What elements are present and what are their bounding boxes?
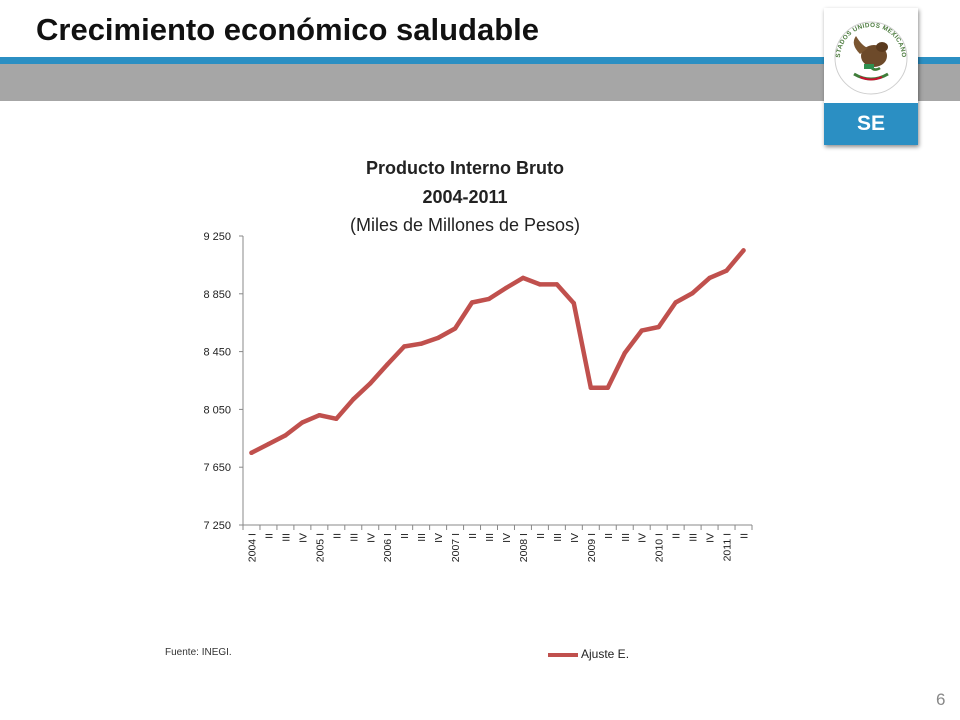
data-point [537,282,543,287]
se-logo-label: SE [824,103,918,145]
header-band-gray [0,64,960,101]
data-point [351,397,356,402]
data-point [503,285,509,291]
chart-title: Producto Interno Bruto [366,158,564,178]
data-point [741,248,746,253]
data-point [588,385,593,390]
x-tick-label: III [620,533,632,542]
chart-subtitle-years: 2004-2011 [422,187,508,207]
x-tick-label: III [552,533,564,542]
x-tick-label: II [467,533,479,539]
page-number: 6 [936,690,946,709]
data-point [452,326,458,331]
y-tick-label: 7 650 [203,462,231,474]
x-tick-label: II [739,533,751,539]
x-tick-label: 2005 I [314,533,326,562]
series-line-ajuste-e [249,248,746,456]
data-point [418,341,424,346]
data-point [402,344,407,349]
data-point [266,441,271,447]
x-tick-label: II [671,533,683,539]
data-point [639,328,644,333]
x-tick-label: 2007 I [450,533,462,562]
x-tick-label: III [280,533,292,542]
x-tick-label: III [688,533,700,542]
y-tick-label: 9 250 [203,231,231,243]
x-tick-label: III [416,533,428,542]
data-point [469,300,475,305]
x-tick-label: II [603,533,615,539]
x-tick-label: IV [569,533,581,543]
y-tick-label: 7 250 [203,520,231,532]
data-point [249,450,254,455]
data-point [486,296,492,302]
x-tick-label: IV [501,533,513,543]
x-tick-label: 2006 I [382,533,394,562]
data-point [656,324,661,330]
x-tick-label: 2009 I [586,533,598,562]
chart-subtitle-units: (Miles de Millones de Pesos) [349,215,581,235]
source-note: Fuente: INEGI. [165,647,232,658]
data-point [571,301,576,306]
x-tick-label: 2008 I [518,533,530,562]
data-point [605,385,610,390]
x-tick-label: IV [365,533,377,543]
x-tick-label: 2004 I [246,533,258,562]
data-point [520,275,526,281]
data-point [622,350,627,356]
data-point [690,290,695,296]
legend-swatch [548,653,578,657]
x-tick-label: III [484,533,496,542]
legend-label: Ajuste E. [581,647,630,661]
x-tick-label: II [399,533,411,539]
header-band-blue [0,57,960,64]
x-tick-label: II [331,533,343,539]
x-tick-label: 2010 I [654,533,666,562]
x-tick-label: III [348,533,360,542]
data-point [435,335,441,341]
y-tick-label: 8 850 [203,289,231,301]
y-tick-label: 8 050 [203,404,231,416]
x-tick-label: IV [433,533,445,543]
data-point [300,420,305,425]
data-point [317,413,322,418]
data-point [368,381,373,386]
slide-title: Crecimiento económico saludable [36,12,540,47]
x-tick-label: II [263,533,275,539]
y-tick-label: 8 450 [203,347,231,359]
x-tick-label: IV [297,533,309,543]
x-tick-label: 2011 I [722,533,734,561]
x-tick-label: IV [705,533,717,543]
x-tick-label: IV [637,533,649,543]
x-tick-label: II [535,533,547,539]
data-point [724,268,729,273]
data-point [707,275,712,281]
data-point [673,300,678,305]
data-point [334,416,339,421]
data-point [385,362,390,367]
data-point [554,282,560,287]
data-point [283,433,288,438]
